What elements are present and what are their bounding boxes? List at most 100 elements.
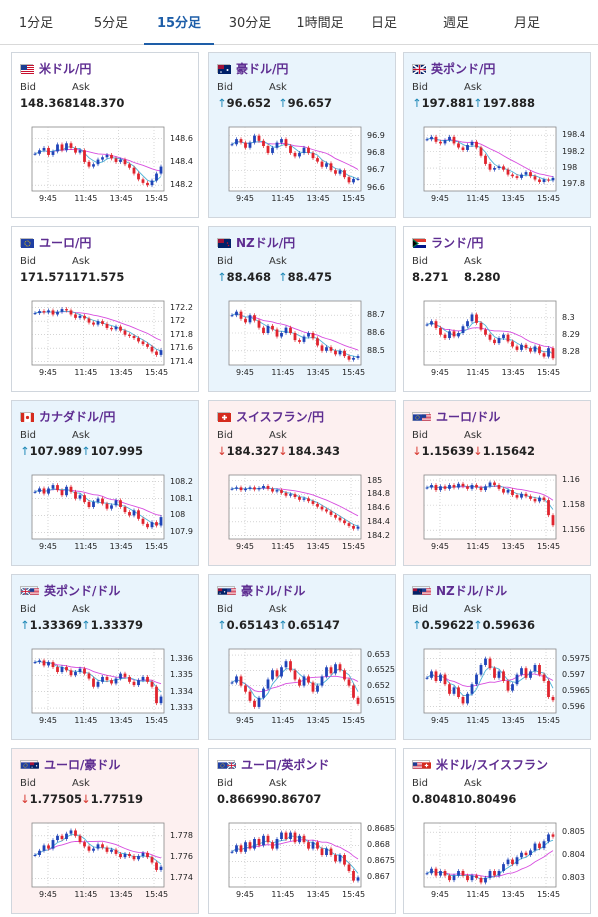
tab-1hour[interactable]: 1時間足	[296, 16, 344, 31]
country-flag-icon	[217, 237, 231, 248]
bullish-candle	[96, 844, 100, 849]
y-tick-label: 184.4	[367, 516, 390, 526]
pair-card-gbp-jpy[interactable]: 英ポンド/円 Bid Ask ↑197.881 ↑197.888 9:45 11:45 13:…	[403, 52, 591, 218]
candlestick-chart[interactable]	[410, 293, 560, 373]
candlestick-chart[interactable]	[18, 641, 168, 721]
pair-card-eur-usd[interactable]: ユーロ/ドル Bid Ask ↓1.15639 ↓1.15642 9:45 11:45 13:…	[403, 400, 591, 566]
pair-name-link[interactable]: 豪ドル/ドル	[241, 583, 306, 598]
pair-header[interactable]: スイスフラン/円	[217, 408, 324, 424]
bid-price: 1.77505	[29, 792, 83, 806]
pair-card-eur-gbp[interactable]: ユーロ/英ポンド Bid Ask 0.86699 0.86707 9:45 11:45 13:…	[208, 748, 396, 914]
bullish-candle	[551, 177, 555, 181]
pair-name-link[interactable]: スイスフラン/円	[236, 409, 325, 424]
pair-card-usd-jpy[interactable]: 米ドル/円 Bid Ask 148.368 148.370 9:45 11:45 13:45 1…	[11, 52, 199, 218]
pair-name-link[interactable]: NZドル/円	[236, 235, 296, 250]
bearish-candle	[275, 329, 279, 337]
pair-card-nzd-usd[interactable]: NZドル/ドル Bid Ask ↑0.59622 ↑0.59636 9:45 11:45 13…	[403, 574, 591, 740]
pair-header[interactable]: NZドル/円	[217, 234, 295, 250]
pair-name-link[interactable]: 米ドル/スイスフラン	[436, 757, 549, 772]
pair-card-aud-jpy[interactable]: 豪ドル/円 Bid Ask ↑96.652 ↑96.657 9:45 11:45 13:45 1…	[208, 52, 396, 218]
bullish-candle	[302, 147, 306, 153]
pair-name-link[interactable]: 米ドル/円	[39, 61, 92, 76]
pair-header[interactable]: 英ポンド/ドル	[20, 582, 120, 598]
candlestick-chart[interactable]	[18, 467, 168, 547]
x-tick-label: 11:45	[466, 368, 490, 377]
bearish-candle	[298, 679, 301, 686]
pair-name-link[interactable]: ユーロ/円	[39, 235, 92, 250]
pair-card-zar-jpy[interactable]: ランド/円 Bid Ask 8.271 8.280 9:45 11:45 13:45 15:45…	[403, 226, 591, 392]
pair-header[interactable]: ユーロ/英ポンド	[217, 756, 329, 772]
bearish-candle	[488, 334, 492, 340]
candlestick-chart[interactable]	[18, 815, 168, 895]
bearish-candle	[87, 673, 91, 679]
pair-header[interactable]: 英ポンド/円	[412, 60, 495, 76]
candlestick-chart[interactable]	[215, 467, 365, 547]
tab-1min[interactable]: 1分足	[18, 16, 54, 31]
pair-name-link[interactable]: ランド/円	[431, 235, 484, 250]
bearish-candle	[502, 671, 505, 681]
x-tick-label: 11:45	[271, 890, 295, 899]
pair-name-link[interactable]: カナダドル/円	[39, 409, 116, 424]
pair-name-link[interactable]: 英ポンド/円	[431, 61, 496, 76]
tab-monthly[interactable]: 月足	[513, 16, 540, 31]
pair-name-link[interactable]: 豪ドル/円	[236, 61, 289, 76]
pair-name-link[interactable]: NZドル/ドル	[436, 583, 508, 598]
candlestick-chart[interactable]	[410, 641, 560, 721]
chart-svg	[423, 474, 557, 540]
pair-card-eur-jpy[interactable]: ユーロ/円 Bid Ask 171.571 171.575 9:45 11:45 13:45 1…	[11, 226, 199, 392]
tab-daily[interactable]: 日足	[370, 16, 397, 31]
candlestick-chart[interactable]	[410, 815, 560, 895]
pair-header[interactable]: 米ドル/円	[20, 60, 91, 76]
candlestick-chart[interactable]	[410, 119, 560, 199]
candlestick-chart[interactable]	[215, 641, 365, 721]
chart-frame	[228, 474, 362, 540]
pair-card-usd-chf[interactable]: 米ドル/スイスフラン Bid Ask 0.80481 0.80496 9:45 11:45 1…	[403, 748, 591, 914]
y-tick-label: 198	[562, 163, 578, 173]
bearish-candle	[461, 871, 465, 876]
pair-header[interactable]: ユーロ/豪ドル	[20, 756, 120, 772]
pair-header[interactable]: カナダドル/円	[20, 408, 115, 424]
tab-30min[interactable]: 30分足	[228, 16, 272, 31]
y-tick-label: 88.7	[367, 310, 385, 320]
pair-header[interactable]: 豪ドル/ドル	[217, 582, 305, 598]
pair-header[interactable]: ユーロ/ドル	[412, 408, 500, 424]
pair-card-eur-aud[interactable]: ユーロ/豪ドル Bid Ask ↓1.77505 ↓1.77519 9:45 11:45 13…	[11, 748, 199, 914]
candlestick-chart[interactable]	[215, 119, 365, 199]
bullish-candle	[262, 486, 265, 489]
pair-card-cad-jpy[interactable]: カナダドル/円 Bid Ask ↑107.989 ↑107.995 9:45 11:45 13…	[11, 400, 199, 566]
bearish-candle	[506, 169, 510, 175]
tab-15min[interactable]: 15分足	[144, 0, 214, 45]
candlestick-chart[interactable]	[215, 293, 365, 373]
bullish-candle	[338, 170, 342, 174]
pair-header[interactable]: NZドル/ドル	[412, 582, 507, 598]
tab-5min[interactable]: 5分足	[93, 16, 129, 31]
candlestick-chart[interactable]	[410, 467, 560, 547]
bid-value: 148.368	[20, 96, 72, 110]
candlestick-chart[interactable]	[215, 815, 365, 895]
pair-name-link[interactable]: ユーロ/豪ドル	[44, 757, 121, 772]
pair-card-chf-jpy[interactable]: スイスフラン/円 Bid Ask ↓184.327 ↓184.343 9:45 11:45 1…	[208, 400, 396, 566]
pair-header[interactable]: 豪ドル/円	[217, 60, 288, 76]
bearish-candle	[266, 835, 270, 843]
bid-price: 0.80481	[412, 792, 465, 806]
pair-card-gbp-usd[interactable]: 英ポンド/ドル Bid Ask ↑1.33369 ↑1.33379 9:45 11:45 13…	[11, 574, 199, 740]
pair-header[interactable]: 米ドル/スイスフラン	[412, 756, 548, 772]
country-flag-icon	[217, 411, 231, 422]
x-tick-label: 9:45	[39, 194, 57, 203]
pair-name-link[interactable]: ユーロ/英ポンド	[241, 757, 330, 772]
pair-name-link[interactable]: 英ポンド/ドル	[44, 583, 121, 598]
ask-value: 171.575	[72, 270, 124, 284]
pair-card-nzd-jpy[interactable]: NZドル/円 Bid Ask ↑88.468 ↑88.475 9:45 11:45 13:45…	[208, 226, 396, 392]
pair-card-aud-usd[interactable]: 豪ドル/ドル Bid Ask ↑0.65143 ↑0.65147 9:45 11:45 13:…	[208, 574, 396, 740]
ask-price: 0.80496	[464, 792, 517, 806]
candlestick-chart[interactable]	[18, 119, 168, 199]
candlestick-chart[interactable]	[18, 293, 168, 373]
bearish-candle	[123, 507, 127, 513]
bearish-candle	[493, 339, 496, 344]
ask-direction-arrow-icon: ↑	[81, 444, 91, 458]
bearish-candle	[529, 496, 532, 499]
pair-header[interactable]: ランド/円	[412, 234, 483, 250]
pair-name-link[interactable]: ユーロ/ドル	[436, 409, 501, 424]
pair-header[interactable]: ユーロ/円	[20, 234, 91, 250]
tab-weekly[interactable]: 週足	[442, 16, 469, 31]
